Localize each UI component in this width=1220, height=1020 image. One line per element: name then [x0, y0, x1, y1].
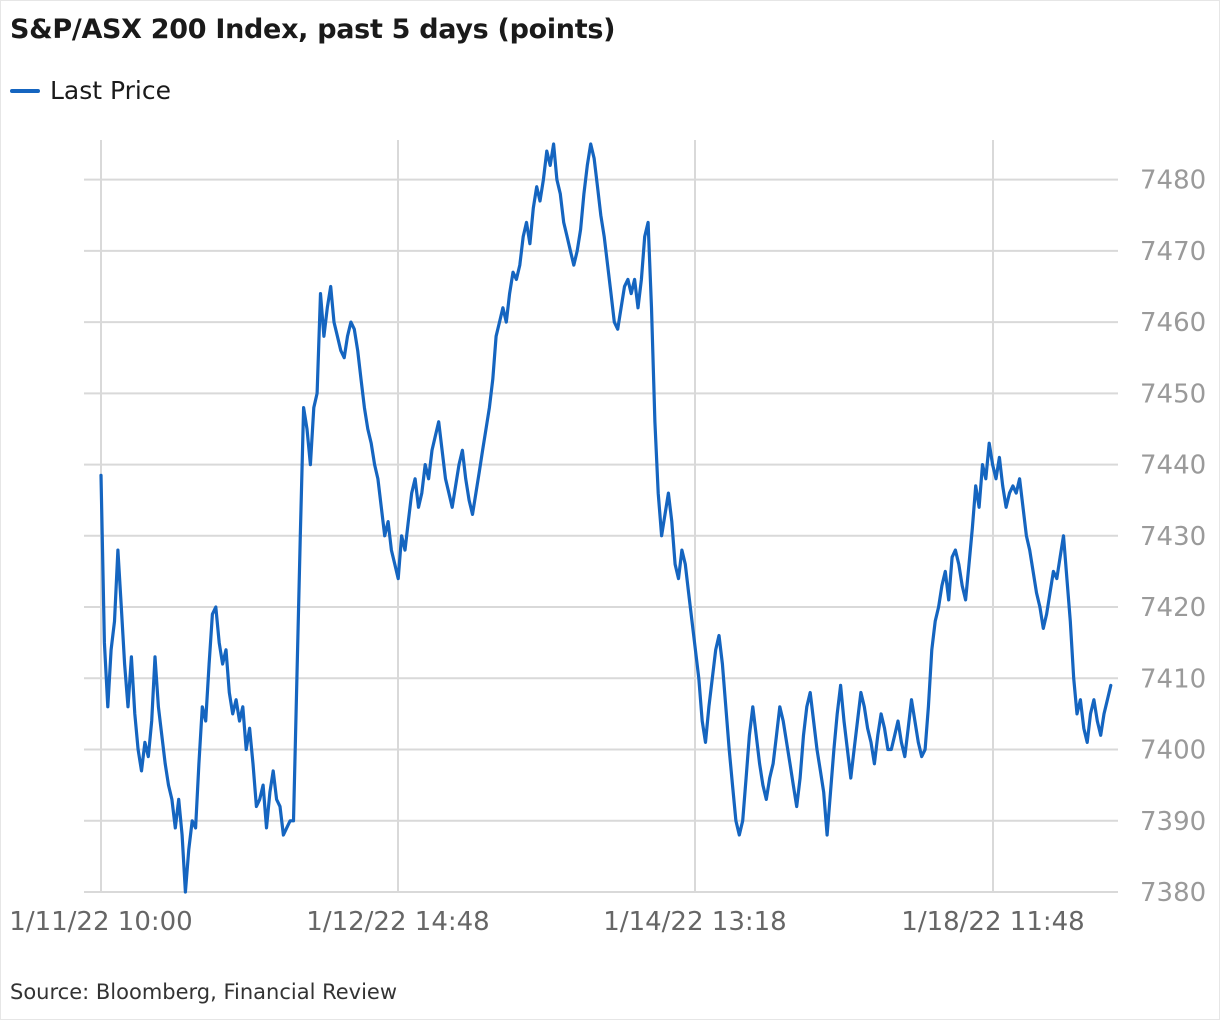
grid	[84, 140, 1118, 893]
x-tick-label: 1/12/22 14:48	[306, 907, 489, 937]
y-tick-label: 7460	[1140, 308, 1206, 338]
y-tick-label: 7380	[1140, 878, 1206, 908]
x-tick-label: 1/14/22 13:18	[603, 907, 786, 937]
y-tick-label: 7400	[1140, 736, 1206, 766]
x-axis: 1/11/22 10:00 1/12/22 14:48 1/14/22 13:18 1…	[9, 907, 1084, 937]
legend-label: Last Price	[50, 76, 172, 105]
chart-title: S&P/ASX 200 Index, past 5 days (points)	[10, 14, 616, 45]
y-tick-label: 7450	[1140, 379, 1206, 409]
series-line-last-price	[99, 142, 1113, 894]
y-tick-label: 7410	[1140, 664, 1206, 694]
y-tick-label: 7430	[1140, 522, 1206, 552]
legend: Last Price	[10, 76, 171, 105]
y-tick-label: 7440	[1140, 451, 1206, 481]
y-tick-label: 7470	[1140, 237, 1206, 267]
series-group	[99, 142, 1113, 894]
legend-swatch	[10, 88, 40, 93]
x-tick-label: 1/18/22 11:48	[901, 907, 1084, 937]
x-tick-label: 1/11/22 10:00	[9, 907, 192, 937]
source-note: Source: Bloomberg, Financial Review	[10, 980, 398, 1004]
y-tick-label: 7480	[1140, 166, 1206, 196]
y-tick-label: 7390	[1140, 807, 1206, 837]
y-axis: 7380 7390 7400 7410 7420 7430 7440 7450 7460 7470…	[1140, 166, 1206, 908]
y-tick-label: 7420	[1140, 593, 1206, 623]
